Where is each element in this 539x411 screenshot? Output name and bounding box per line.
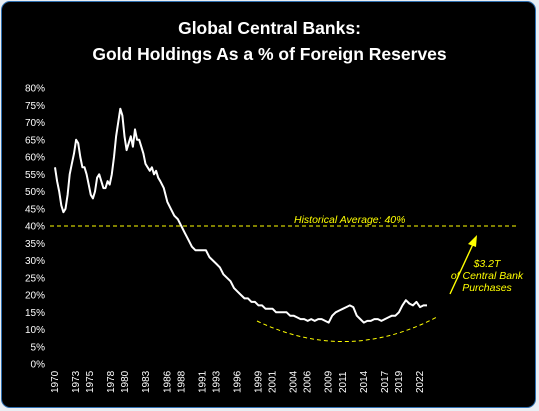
- chart-plot: 0% 5% 10% 15% 20% 25% 30% 35% 40% 45% 50% 55% 60% 65%…: [25, 84, 524, 394]
- x-tick-label: 1975: [85, 370, 96, 393]
- x-tick-label: 1983: [141, 370, 152, 393]
- y-tick-label: 55%: [25, 170, 45, 181]
- y-tick-label: 70%: [25, 118, 45, 129]
- y-tick-label: 5%: [31, 342, 46, 353]
- callout-arrow-head: [468, 235, 477, 247]
- x-tick-label: 2017: [380, 370, 391, 393]
- y-tick-label: 45%: [25, 204, 45, 215]
- y-tick-label: 40%: [25, 222, 45, 233]
- callout-line-1: $3.2T: [473, 258, 502, 270]
- x-tick-label: 2009: [324, 370, 335, 393]
- x-tick-label: 2014: [359, 370, 370, 393]
- x-axis: 1970 1973 1975 1978 1980 1983 1986 1988 1991 1993…: [50, 370, 426, 393]
- x-tick-label: 1996: [232, 370, 243, 393]
- x-tick-label: 1970: [50, 370, 61, 393]
- x-tick-label: 1980: [120, 370, 131, 393]
- y-tick-label: 25%: [25, 273, 45, 284]
- x-tick-label: 1993: [211, 370, 222, 393]
- y-tick-label: 50%: [25, 187, 45, 198]
- x-tick-label: 1973: [71, 370, 82, 393]
- y-tick-label: 20%: [25, 291, 45, 302]
- y-tick-label: 80%: [25, 84, 45, 95]
- x-tick-label: 2011: [338, 371, 349, 393]
- y-tick-label: 60%: [25, 153, 45, 164]
- y-axis: 0% 5% 10% 15% 20% 25% 30% 35% 40% 45% 50% 55% 60% 65%…: [25, 84, 45, 371]
- x-tick-label: 1999: [254, 370, 265, 393]
- x-tick-label: 2004: [289, 370, 300, 393]
- y-tick-label: 0%: [31, 360, 46, 371]
- y-tick-label: 75%: [25, 101, 45, 112]
- callout-arrow-shaft: [449, 241, 475, 295]
- x-tick-label: 1978: [106, 370, 117, 393]
- x-tick-label: 2006: [303, 370, 314, 393]
- x-tick-label: 1991: [197, 370, 208, 393]
- y-tick-label: 35%: [25, 239, 45, 250]
- x-tick-label: 2019: [394, 370, 405, 393]
- callout-line-3: Purchases: [462, 282, 512, 294]
- y-tick-label: 30%: [25, 256, 45, 267]
- chart-subtitle: Gold Holdings As a % of Foreign Reserves: [92, 44, 447, 64]
- callout-line-2: of Central Bank: [451, 270, 524, 282]
- x-tick-label: 2022: [415, 370, 426, 393]
- historical-average-label: Historical Average: 40%: [294, 214, 405, 226]
- x-tick-label: 1986: [162, 370, 173, 393]
- x-tick-label: 2001: [268, 370, 279, 393]
- chart-title: Global Central Banks:: [178, 18, 361, 38]
- x-tick-label: 1988: [176, 370, 187, 393]
- trough-arc: [256, 316, 438, 342]
- y-tick-label: 15%: [25, 308, 45, 319]
- y-tick-label: 10%: [25, 325, 45, 336]
- y-tick-label: 65%: [25, 135, 45, 146]
- series-line-gold-share: [54, 107, 427, 324]
